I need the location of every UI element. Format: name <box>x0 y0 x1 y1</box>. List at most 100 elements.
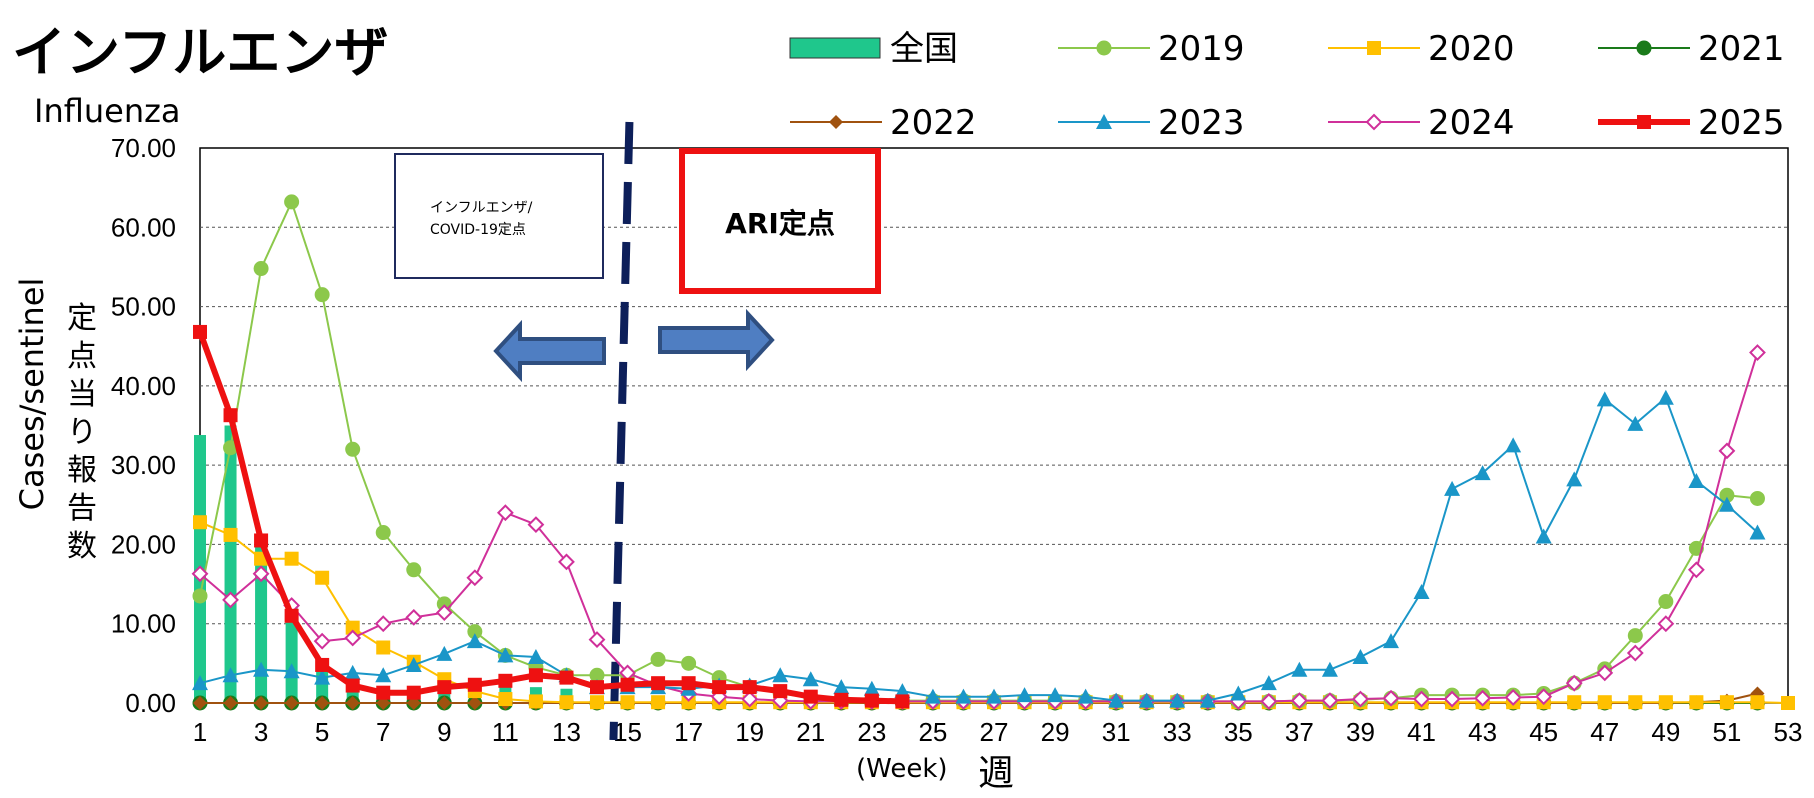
data-point <box>223 408 238 423</box>
data-point <box>466 569 484 587</box>
annotation-box-influenza-covid: インフルエンザ/ COVID-19定点 <box>394 153 604 279</box>
x-tick-label: 5 <box>315 717 329 747</box>
data-point <box>1637 115 1651 129</box>
data-point <box>1657 389 1674 405</box>
data-point <box>1658 695 1673 710</box>
x-tick-label: 27 <box>980 717 1009 747</box>
data-point <box>864 693 879 708</box>
data-point <box>651 695 666 710</box>
data-point <box>1627 628 1643 644</box>
data-point <box>315 570 330 585</box>
data-point <box>1413 690 1430 708</box>
x-tick-label: 19 <box>735 717 764 747</box>
data-point <box>376 685 391 700</box>
data-point <box>681 676 696 691</box>
x-axis-label-jp: 週 <box>978 753 1015 794</box>
data-point <box>436 645 453 661</box>
data-point <box>955 688 972 704</box>
data-point <box>1291 661 1308 677</box>
data-point <box>1636 40 1652 56</box>
data-point <box>284 696 299 710</box>
data-point <box>1474 689 1492 707</box>
series-2025 <box>193 324 910 709</box>
y-tick-label: 10.00 <box>111 609 176 639</box>
data-point <box>1596 391 1613 407</box>
x-axis-label-en: (Week) <box>856 754 948 784</box>
data-point <box>345 678 360 693</box>
data-point <box>1290 692 1308 710</box>
data-point <box>1367 41 1381 55</box>
data-point <box>1504 689 1522 706</box>
y-tick-label: 70.00 <box>111 133 176 163</box>
data-point <box>741 690 759 708</box>
data-point <box>315 657 330 672</box>
data-point <box>1444 480 1461 496</box>
data-point <box>742 680 757 695</box>
data-point <box>590 695 604 710</box>
data-point <box>1718 442 1736 460</box>
data-point <box>406 562 422 578</box>
data-point <box>1199 692 1216 708</box>
data-point <box>1658 594 1674 610</box>
x-tick-label: 33 <box>1163 717 1192 747</box>
y-tick-label: 30.00 <box>111 450 176 480</box>
legend-swatch <box>789 37 881 59</box>
data-point <box>1687 561 1705 579</box>
annotation-text-ari: ARI定点 <box>725 207 835 240</box>
x-tick-label: 47 <box>1590 717 1619 747</box>
x-tick-label: 23 <box>857 717 886 747</box>
data-point <box>284 194 300 210</box>
data-point <box>1096 40 1112 56</box>
legend-label: 2020 <box>1428 29 1515 69</box>
data-point <box>284 551 299 566</box>
data-point <box>1688 473 1705 488</box>
data-point <box>315 696 330 710</box>
data-point <box>527 516 545 534</box>
x-tick-label: 7 <box>376 717 390 747</box>
data-point <box>193 696 207 710</box>
data-point <box>191 565 209 583</box>
data-point <box>1138 692 1155 708</box>
data-point <box>559 670 574 685</box>
legend-label: 2021 <box>1698 29 1785 69</box>
data-point <box>193 324 207 339</box>
data-point <box>1597 695 1612 710</box>
data-point <box>1505 437 1522 453</box>
x-tick-label: 21 <box>796 717 825 747</box>
data-point <box>1096 114 1112 129</box>
series-line <box>199 352 1759 703</box>
data-point <box>1230 685 1247 701</box>
data-point <box>590 680 604 695</box>
data-point <box>620 677 635 692</box>
data-point <box>496 504 514 522</box>
data-point <box>1535 528 1552 544</box>
data-point <box>559 695 574 710</box>
data-point <box>527 649 544 665</box>
x-tick-label: 43 <box>1468 717 1497 747</box>
legend-label: 2019 <box>1158 29 1245 69</box>
bar <box>285 607 298 703</box>
data-point <box>253 261 269 277</box>
data-point <box>1352 649 1369 665</box>
annotation-box-ari: ARI定点 <box>679 148 881 294</box>
data-point <box>1077 688 1094 704</box>
data-point <box>528 694 543 709</box>
data-point <box>650 651 666 667</box>
data-point <box>1365 113 1383 131</box>
data-point <box>1016 687 1033 703</box>
data-point <box>1321 661 1338 677</box>
x-tick-label: 39 <box>1346 717 1375 747</box>
data-point <box>375 525 391 541</box>
data-point <box>435 604 453 622</box>
data-point <box>344 629 362 647</box>
data-point <box>558 553 575 571</box>
data-point <box>376 640 391 655</box>
data-point <box>192 588 208 604</box>
data-point <box>192 675 208 691</box>
x-tick-label: 53 <box>1774 717 1803 747</box>
data-point <box>222 667 239 683</box>
legend-key <box>1328 113 1420 131</box>
series-2023 <box>192 389 1766 708</box>
data-point <box>1749 524 1766 540</box>
